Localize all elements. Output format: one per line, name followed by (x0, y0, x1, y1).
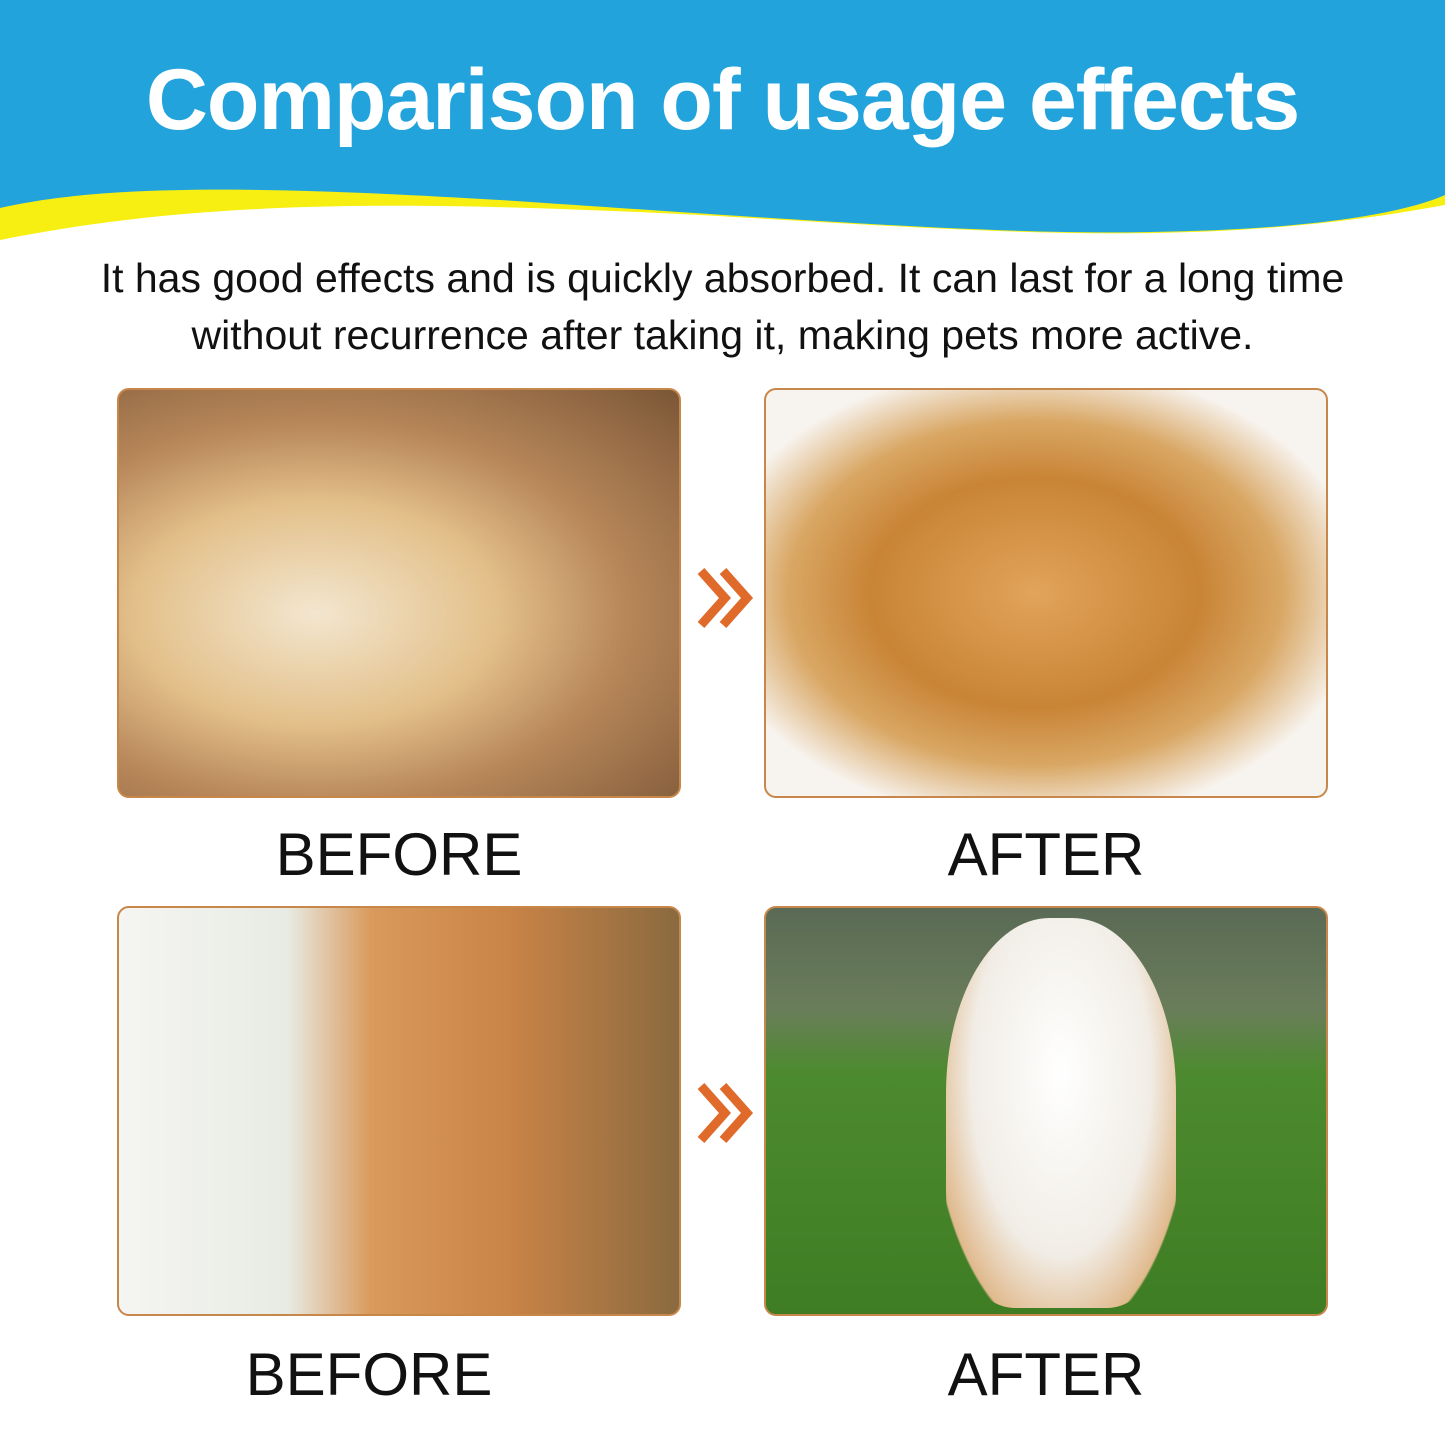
after-label: AFTER (947, 821, 1145, 888)
double-chevron-right-icon (697, 568, 754, 628)
header-banner (0, 0, 1445, 240)
before-cat-photo (117, 906, 681, 1316)
before-label: BEFORE (245, 1341, 493, 1408)
description-text: It has good effects and is quickly absor… (100, 255, 1345, 358)
double-chevron-right-icon (697, 1083, 754, 1143)
after-cat-photo (764, 906, 1328, 1316)
page-title: Comparison of usage effects (145, 52, 1300, 148)
after-dog-photo (764, 388, 1328, 798)
after-label: AFTER (947, 1341, 1145, 1408)
cat-shape (946, 918, 1176, 1308)
before-label: BEFORE (275, 821, 523, 888)
before-dog-photo (117, 388, 681, 798)
